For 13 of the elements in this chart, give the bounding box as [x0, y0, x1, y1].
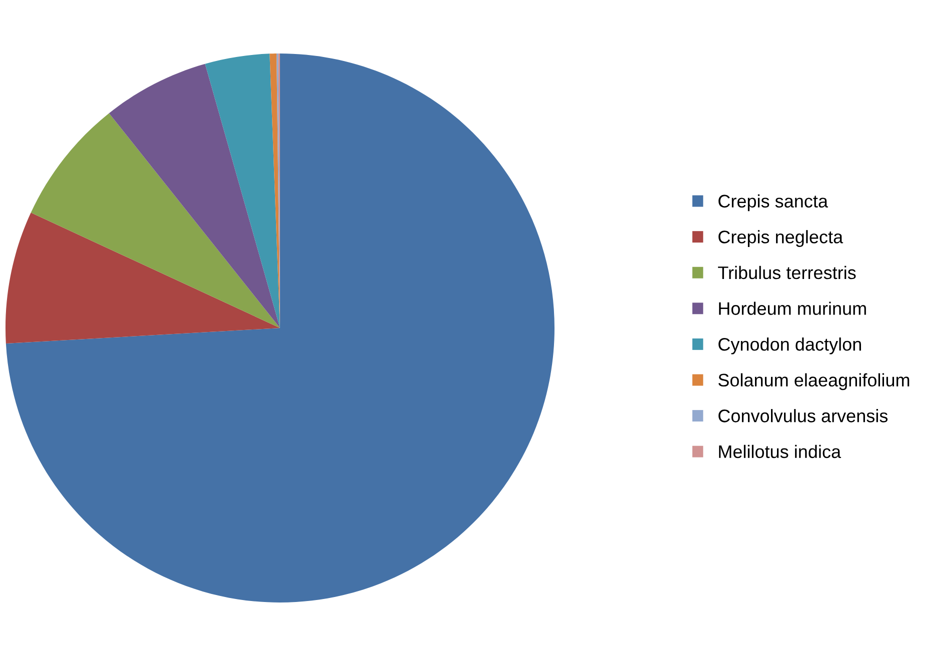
- legend-label: Convolvulus arvensis: [718, 409, 888, 422]
- legend-label: Solanum elaeagnifolium: [718, 373, 910, 390]
- pie-slice: [205, 54, 280, 328]
- pie-slice: [5, 212, 280, 344]
- legend-label: Hordeum murinum: [719, 302, 866, 315]
- pie-slice: [6, 53, 554, 602]
- pie-slice: [109, 64, 280, 328]
- legend-label: Melilotus indica: [719, 444, 842, 458]
- legend-label: Tribulus terrestris: [718, 266, 856, 280]
- legend-label: Crepis sancta: [718, 194, 828, 212]
- legend-label: Cynodon dactylon: [718, 337, 861, 354]
- pie-slice: [30, 113, 280, 328]
- legend-label: Crepis neglecta: [718, 230, 844, 247]
